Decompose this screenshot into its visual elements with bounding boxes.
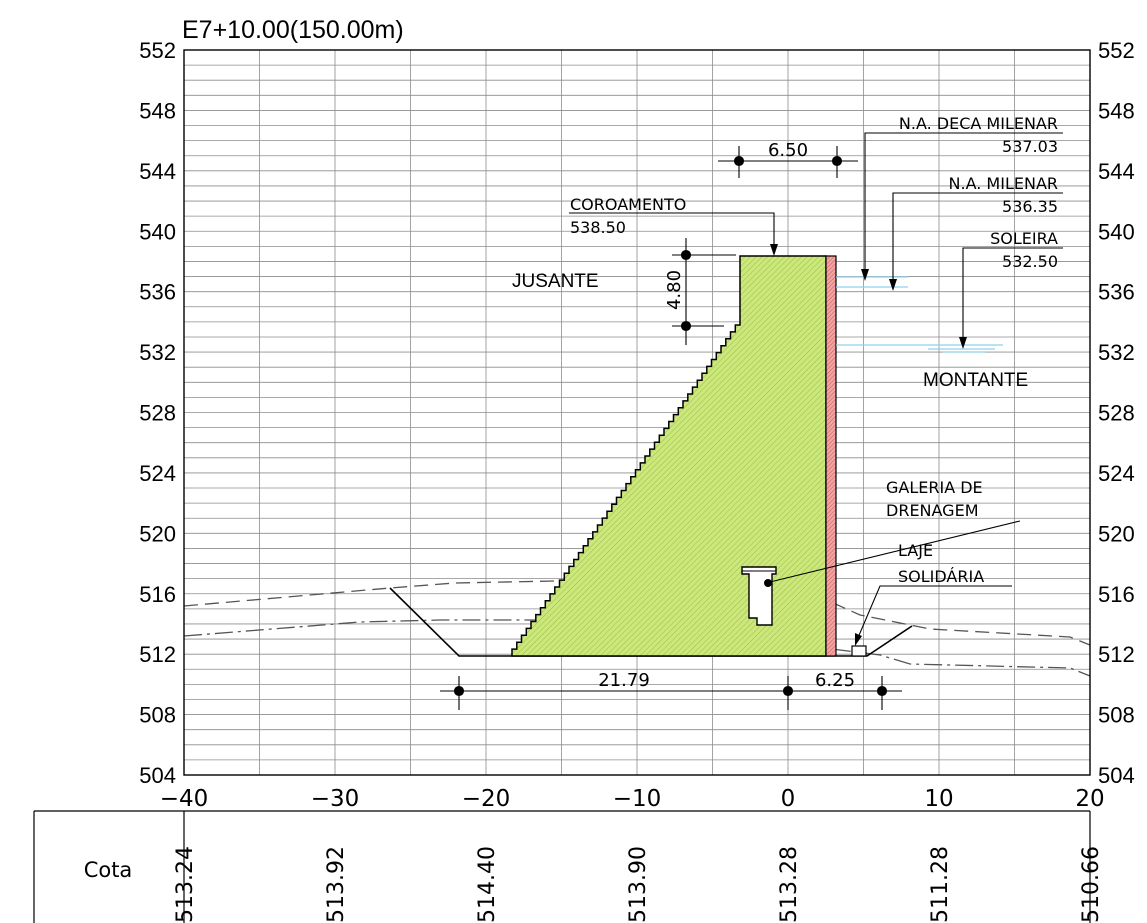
cota-header: Cota xyxy=(84,858,133,882)
y-tick-label: 528 xyxy=(139,401,176,426)
annotation-texts: JUSANTE MONTANTE COROAMENTO 538.50 N.A. … xyxy=(512,114,1058,691)
y-tick-label-right: 524 xyxy=(1098,461,1135,486)
y-tick-label-right: 532 xyxy=(1098,340,1135,365)
cota-value: 510.66 xyxy=(1079,846,1104,923)
section-title: E7+10.00(150.00m) xyxy=(182,16,404,44)
y-tick-label: 544 xyxy=(139,159,176,184)
na-deca-name: N.A. DECA MILENAR xyxy=(899,114,1058,133)
na-milenar-value: 536.35 xyxy=(1002,197,1058,216)
y-tick-label-right: 544 xyxy=(1098,159,1135,184)
y-tick-label-right: 520 xyxy=(1098,521,1135,546)
y-tick-label: 552 xyxy=(139,38,176,63)
galeria-label-line1: GALERIA DE xyxy=(886,478,983,497)
y-tick-label-right: 552 xyxy=(1098,38,1135,63)
y-tick-label: 520 xyxy=(139,521,176,546)
x-tick-label: 20 xyxy=(1075,786,1104,812)
x-axis-labels: −40 −30 −20 −10 0 10 20 xyxy=(160,786,1105,812)
galeria-label-line2: DRENAGEM xyxy=(886,501,979,520)
upstream-face-membrane xyxy=(825,255,837,657)
base-upstream-dim: 6.25 xyxy=(815,670,855,691)
montante-label: MONTANTE xyxy=(923,370,1028,391)
x-tick-label: −30 xyxy=(311,786,360,812)
laje-label-line2: SOLIDÁRIA xyxy=(898,567,984,586)
base-downstream-dim: 21.79 xyxy=(598,670,650,691)
plot-frame xyxy=(183,49,1091,776)
laje-solidaria-slab xyxy=(851,645,867,657)
cota-value: 514.40 xyxy=(475,846,500,923)
y-tick-label: 540 xyxy=(139,219,176,244)
x-tick-label: −10 xyxy=(613,786,662,812)
cota-value: 513.92 xyxy=(324,846,349,923)
y-tick-label-right: 508 xyxy=(1098,703,1135,728)
x-tick-label: −40 xyxy=(160,786,209,812)
cota-value: 511.28 xyxy=(928,846,953,923)
y-tick-label: 512 xyxy=(139,642,176,667)
cota-table: Cota 513.24 513.92 514.40 513.90 513.28 511.2… xyxy=(33,810,1104,923)
x-tick-label: −20 xyxy=(462,786,511,812)
y-tick-label-right: 504 xyxy=(1098,763,1135,788)
y-axis-labels-right: 504 508 512 516 520 524 528 532 536 540 544 548 552 xyxy=(1098,38,1135,788)
y-axis-labels-left: 504 508 512 516 520 524 528 532 536 540 544 548 552 xyxy=(139,38,176,788)
y-tick-label: 548 xyxy=(139,98,176,123)
coroamento-name: COROAMENTO xyxy=(570,195,686,214)
y-tick-label-right: 516 xyxy=(1098,582,1135,607)
jusante-label: JUSANTE xyxy=(512,271,599,292)
na-deca-value: 537.03 xyxy=(1002,137,1058,156)
cota-value: 513.90 xyxy=(626,846,651,923)
soleira-name: SOLEIRA xyxy=(990,229,1058,248)
y-tick-label-right: 548 xyxy=(1098,98,1135,123)
cota-value: 513.24 xyxy=(173,846,198,923)
coroamento-value: 538.50 xyxy=(570,218,626,237)
y-tick-label: 536 xyxy=(139,280,176,305)
x-tick-label: 0 xyxy=(781,786,796,812)
y-tick-label: 532 xyxy=(139,340,176,365)
y-tick-label: 508 xyxy=(139,703,176,728)
x-tick-label: 10 xyxy=(924,786,953,812)
arrow-heads xyxy=(764,244,967,646)
y-tick-label: 504 xyxy=(139,763,176,788)
cota-values: 513.24 513.92 514.40 513.90 513.28 511.28 510.… xyxy=(173,846,1104,923)
water-levels xyxy=(836,276,1003,353)
crest-width-dim: 6.50 xyxy=(768,140,808,161)
y-tick-label-right: 528 xyxy=(1098,401,1135,426)
dam-body xyxy=(511,255,827,657)
soleira-value: 532.50 xyxy=(1002,252,1058,271)
terrain-dashdot-line xyxy=(183,619,1091,677)
na-milenar-name: N.A. MILENAR xyxy=(949,174,1058,193)
dimension-lines xyxy=(440,146,902,710)
y-tick-label-right: 512 xyxy=(1098,642,1135,667)
y-tick-label: 516 xyxy=(139,582,176,607)
annotation-leaders xyxy=(569,132,1063,641)
terrain-dashed-line xyxy=(183,580,1091,646)
cota-value: 513.28 xyxy=(777,846,802,923)
laje-label-line1: LAJE xyxy=(898,541,933,560)
crest-height-dim: 4.80 xyxy=(664,270,685,310)
y-tick-label-right: 536 xyxy=(1098,280,1135,305)
y-tick-label-right: 540 xyxy=(1098,219,1135,244)
y-tick-label: 524 xyxy=(139,461,176,486)
grid-lines xyxy=(183,49,1091,776)
